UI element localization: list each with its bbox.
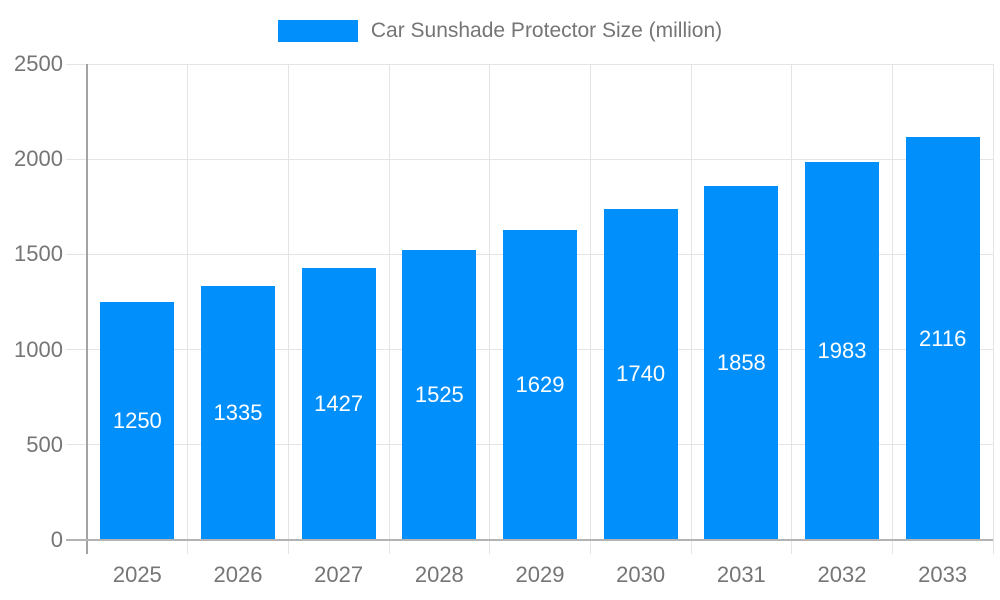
bar-value-label: 1983 bbox=[817, 338, 867, 364]
y-gridline bbox=[66, 158, 993, 160]
bar bbox=[402, 249, 477, 540]
y-tick-label: 500 bbox=[26, 431, 63, 457]
bar bbox=[301, 268, 376, 540]
bar bbox=[201, 285, 275, 540]
bar-value-label: 1629 bbox=[515, 371, 565, 397]
legend-swatch bbox=[277, 20, 358, 42]
bar bbox=[100, 302, 175, 540]
x-tick-label: 2027 bbox=[314, 562, 364, 587]
x-gridline bbox=[388, 64, 390, 554]
y-tick-label: 1000 bbox=[14, 336, 63, 362]
x-tick-label: 2032 bbox=[817, 562, 867, 587]
bar-value-label: 1740 bbox=[616, 361, 666, 387]
y-tick-label: 0 bbox=[50, 527, 63, 552]
y-tick-label: 2000 bbox=[14, 146, 63, 172]
bar-value-label: 1858 bbox=[716, 350, 766, 376]
y-gridline bbox=[66, 63, 993, 65]
y-tick-label: 2500 bbox=[14, 51, 63, 76]
x-baseline bbox=[66, 539, 993, 541]
bar-value-label: 1335 bbox=[213, 399, 263, 425]
bar bbox=[805, 162, 879, 540]
y-axis-line bbox=[86, 64, 88, 554]
x-tick-label: 2029 bbox=[515, 562, 565, 587]
x-tick-label: 2030 bbox=[616, 562, 666, 587]
x-gridline bbox=[791, 64, 793, 554]
x-gridline bbox=[187, 64, 189, 554]
y-tick-label: 1500 bbox=[14, 241, 63, 267]
bar bbox=[704, 186, 779, 540]
x-gridline bbox=[690, 64, 692, 554]
bar bbox=[503, 229, 577, 540]
bar-value-label: 2116 bbox=[919, 325, 967, 351]
x-gridline bbox=[489, 64, 491, 554]
bar-value-label: 1525 bbox=[414, 381, 464, 407]
x-gridline bbox=[287, 64, 289, 554]
legend-label: Car Sunshade Protector Size (million) bbox=[370, 19, 723, 42]
bar bbox=[905, 137, 980, 540]
x-tick-label: 2033 bbox=[918, 562, 968, 587]
x-gridline bbox=[589, 64, 591, 554]
x-gridline bbox=[992, 64, 994, 554]
x-tick-label: 2028 bbox=[414, 562, 464, 587]
bar bbox=[603, 208, 678, 540]
x-tick-label: 2031 bbox=[716, 562, 766, 587]
bar-value-label: 1250 bbox=[112, 408, 162, 433]
bar-value-label: 1427 bbox=[314, 391, 364, 417]
legend: Car Sunshade Protector Size (million) bbox=[0, 19, 1000, 43]
x-gridline bbox=[891, 64, 893, 554]
x-tick-label: 2026 bbox=[213, 562, 263, 587]
x-tick-label: 2025 bbox=[112, 562, 162, 587]
